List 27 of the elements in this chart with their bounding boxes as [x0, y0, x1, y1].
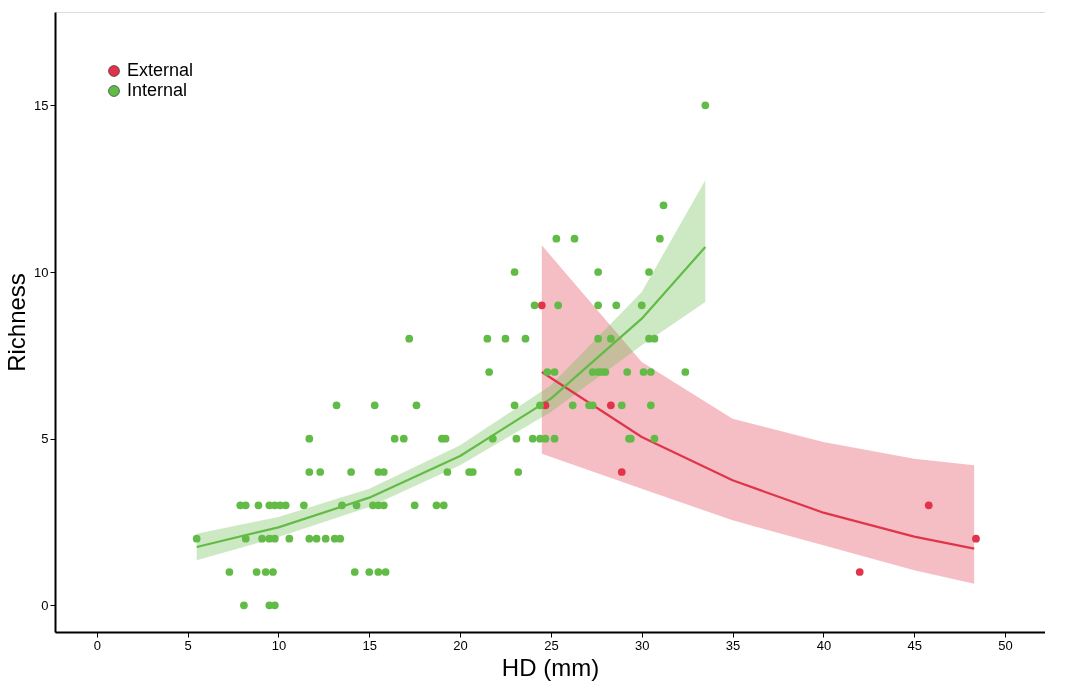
- point: [924, 501, 933, 510]
- y-tick-label: 15: [34, 97, 49, 113]
- x-tick-label: 0: [93, 637, 101, 653]
- line-series: [195, 245, 707, 549]
- x-tick-label: 25: [544, 637, 559, 653]
- point: [855, 568, 864, 576]
- x-axis-title: HD (mm): [501, 653, 600, 681]
- line-series: [540, 370, 976, 550]
- x-tick-label: 10: [271, 637, 287, 653]
- y-axis-title: Richness: [3, 273, 31, 372]
- x-tick-label: 40: [816, 637, 832, 653]
- legend-label: Internal: [127, 80, 188, 100]
- x-tick-label: 5: [184, 637, 192, 653]
- legend-label: External: [127, 60, 194, 80]
- x-tick-label: 35: [725, 637, 741, 653]
- point: [617, 468, 626, 476]
- x-tick-label: 45: [907, 637, 922, 653]
- x-tick-label: 20: [453, 637, 468, 653]
- point: [537, 301, 546, 310]
- y-tick-label: 5: [41, 431, 49, 447]
- y-tick-label: 10: [34, 264, 49, 280]
- point: [972, 534, 980, 543]
- x-tick-label: 30: [635, 637, 650, 653]
- point: [606, 401, 615, 410]
- x-tick-label: 50: [998, 637, 1013, 653]
- y-tick-label: 0: [41, 597, 49, 613]
- x-tick-label: 15: [362, 637, 377, 653]
